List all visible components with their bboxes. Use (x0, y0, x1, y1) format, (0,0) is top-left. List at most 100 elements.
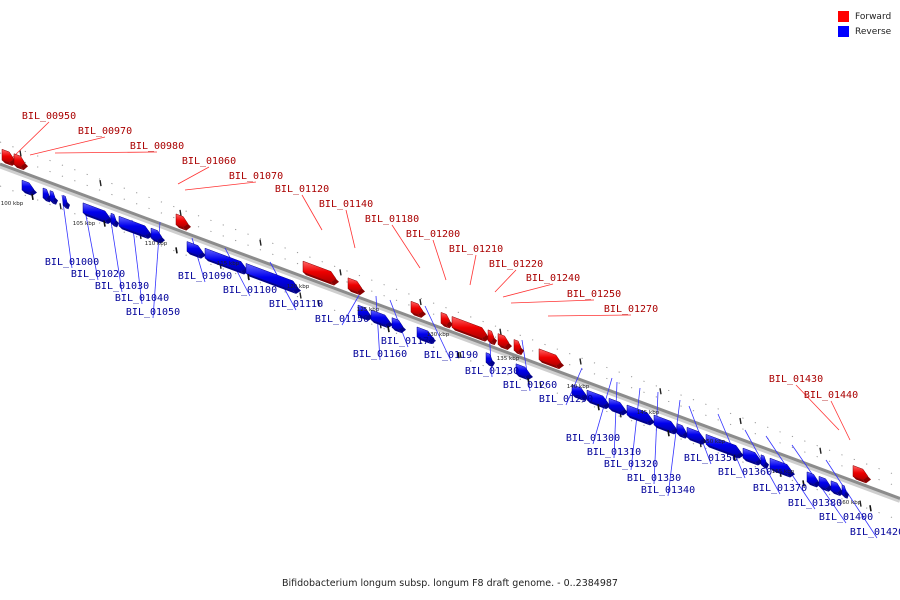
reverse-gene-4 (82, 202, 113, 225)
legend-item-reverse: Reverse (838, 24, 891, 39)
gene-shadow (371, 319, 388, 329)
scale-tick-mark (317, 300, 320, 307)
gene-body (705, 433, 742, 456)
reverse-gene-10 (245, 263, 301, 294)
gene-shadow (807, 481, 817, 488)
gene-side (620, 409, 628, 416)
gene-shadow (111, 223, 117, 228)
reverse-label-bil-01420-leader (825, 459, 878, 539)
forward-label-bil-01140: BIL_01140 (319, 199, 373, 210)
reverse-label-bil-01370: BIL_01370 (753, 483, 807, 494)
reverse-label-bil-01050: BIL_01050 (126, 307, 180, 318)
gene-shadow (514, 350, 522, 356)
gene-shadow (853, 476, 866, 484)
track-dash (499, 328, 502, 335)
gene-body (42, 187, 50, 200)
reverse-gene-7 (150, 227, 165, 244)
gene-side (863, 476, 871, 484)
gene-side (489, 359, 495, 367)
gene-body (686, 426, 705, 443)
backbone-line (0, 162, 900, 500)
reverse-label-bil-01150: BIL_01150 (315, 314, 369, 325)
reverse-label-bil-01030-leader (109, 214, 123, 293)
gene-body (391, 317, 404, 331)
gene-body (806, 471, 819, 485)
gene-shadow (677, 433, 686, 439)
reverse-label-bil-01040-leader (131, 219, 143, 305)
reverse-gene-9 (204, 247, 249, 275)
scale-tick-mark (667, 430, 670, 437)
gene-side (157, 237, 165, 244)
forward-label-bil-01060: BIL_01060 (182, 156, 236, 167)
gene-shadow (743, 458, 758, 466)
reverse-label-bil-01030: BIL_01030 (95, 281, 149, 292)
gene-body (841, 484, 847, 497)
reverse-gene-15 (485, 352, 495, 367)
gene-side (357, 288, 365, 296)
reverse-label-bil-01400: BIL_01400 (819, 512, 873, 523)
reverse-label-bil-01110: BIL_01110 (269, 299, 323, 310)
scale-tick-mark (31, 193, 34, 201)
reverse-label-bil-01420: BIL_01420 (850, 527, 900, 538)
gene-side (293, 287, 301, 294)
gene-body (513, 339, 522, 353)
reverse-label-bil-01150-leader (341, 289, 363, 326)
forward-label-bil-01180: BIL_01180 (365, 214, 419, 225)
gene-shadow (770, 468, 790, 478)
forward-label-bil-01070-leader (184, 181, 257, 191)
reverse-label-bil-01380: BIL_01380 (788, 498, 842, 509)
forward-gene-3 (302, 260, 339, 286)
gene-body (416, 326, 434, 342)
reverse-gene-27 (769, 457, 795, 478)
reverse-gene-20 (626, 404, 655, 426)
gene-side (398, 326, 406, 334)
scale-tick-mark (387, 326, 390, 333)
gene-shadow (488, 340, 495, 346)
gene-body (538, 348, 562, 367)
scale-tick-mark (597, 404, 600, 411)
gene-body (370, 309, 391, 326)
reverse-gene-19 (608, 397, 628, 416)
gene-shadow (452, 327, 485, 342)
gene-shadow (303, 272, 334, 286)
gene-side (331, 278, 339, 286)
reverse-label-bil-01340: BIL_01340 (641, 485, 695, 496)
gene-body (62, 195, 68, 207)
forward-label-bil-01200: BIL_01200 (406, 229, 460, 240)
gene-body (150, 227, 163, 241)
gene-shadow (358, 315, 369, 321)
gene-side (29, 189, 37, 196)
label-leader-lines (9, 121, 878, 539)
track-dash (819, 447, 822, 454)
reverse-label-bil-01320: BIL_01320 (604, 459, 658, 470)
forward-label-bil-00950: BIL_00950 (22, 111, 76, 122)
gene-shadow (587, 400, 606, 410)
gene-body (13, 153, 26, 168)
gene-shadow (246, 273, 296, 294)
forward-label-bil-00950-leader (9, 121, 50, 161)
gene-side (183, 223, 191, 231)
track-dash (859, 500, 862, 507)
gene-body (818, 475, 831, 490)
scale-tick-label: 145 kbp (637, 410, 660, 416)
gene-body (49, 190, 56, 203)
reverse-label-bil-01020: BIL_01020 (71, 269, 125, 280)
reverse-label-bil-01260: BIL_01260 (503, 380, 557, 391)
scale-tick-label: 150 kbp (703, 439, 726, 445)
gene-side (446, 321, 453, 329)
forward-label-bil-01270-leader (547, 314, 632, 317)
gene-shadow (609, 408, 623, 416)
forward-gene-7 (451, 316, 490, 342)
reverse-label-bil-01000: BIL_01000 (45, 257, 99, 268)
reverse-label-bil-01160: BIL_01160 (353, 349, 407, 360)
reverse-label-bil-01020-leader (84, 209, 99, 281)
scale-tick-label: 110 kbp (145, 241, 168, 247)
scale-tick-label: 160 kbp (839, 500, 862, 506)
gene-shadow (516, 373, 528, 381)
reverse-label-bil-01360: BIL_01360 (718, 467, 772, 478)
figure-caption: Bifidobacterium longum subsp. longum F8 … (282, 578, 618, 589)
legend-label-forward: Forward (855, 11, 892, 22)
gene-shadow (831, 490, 840, 497)
track-dash (659, 388, 662, 395)
gene-side (647, 419, 655, 426)
